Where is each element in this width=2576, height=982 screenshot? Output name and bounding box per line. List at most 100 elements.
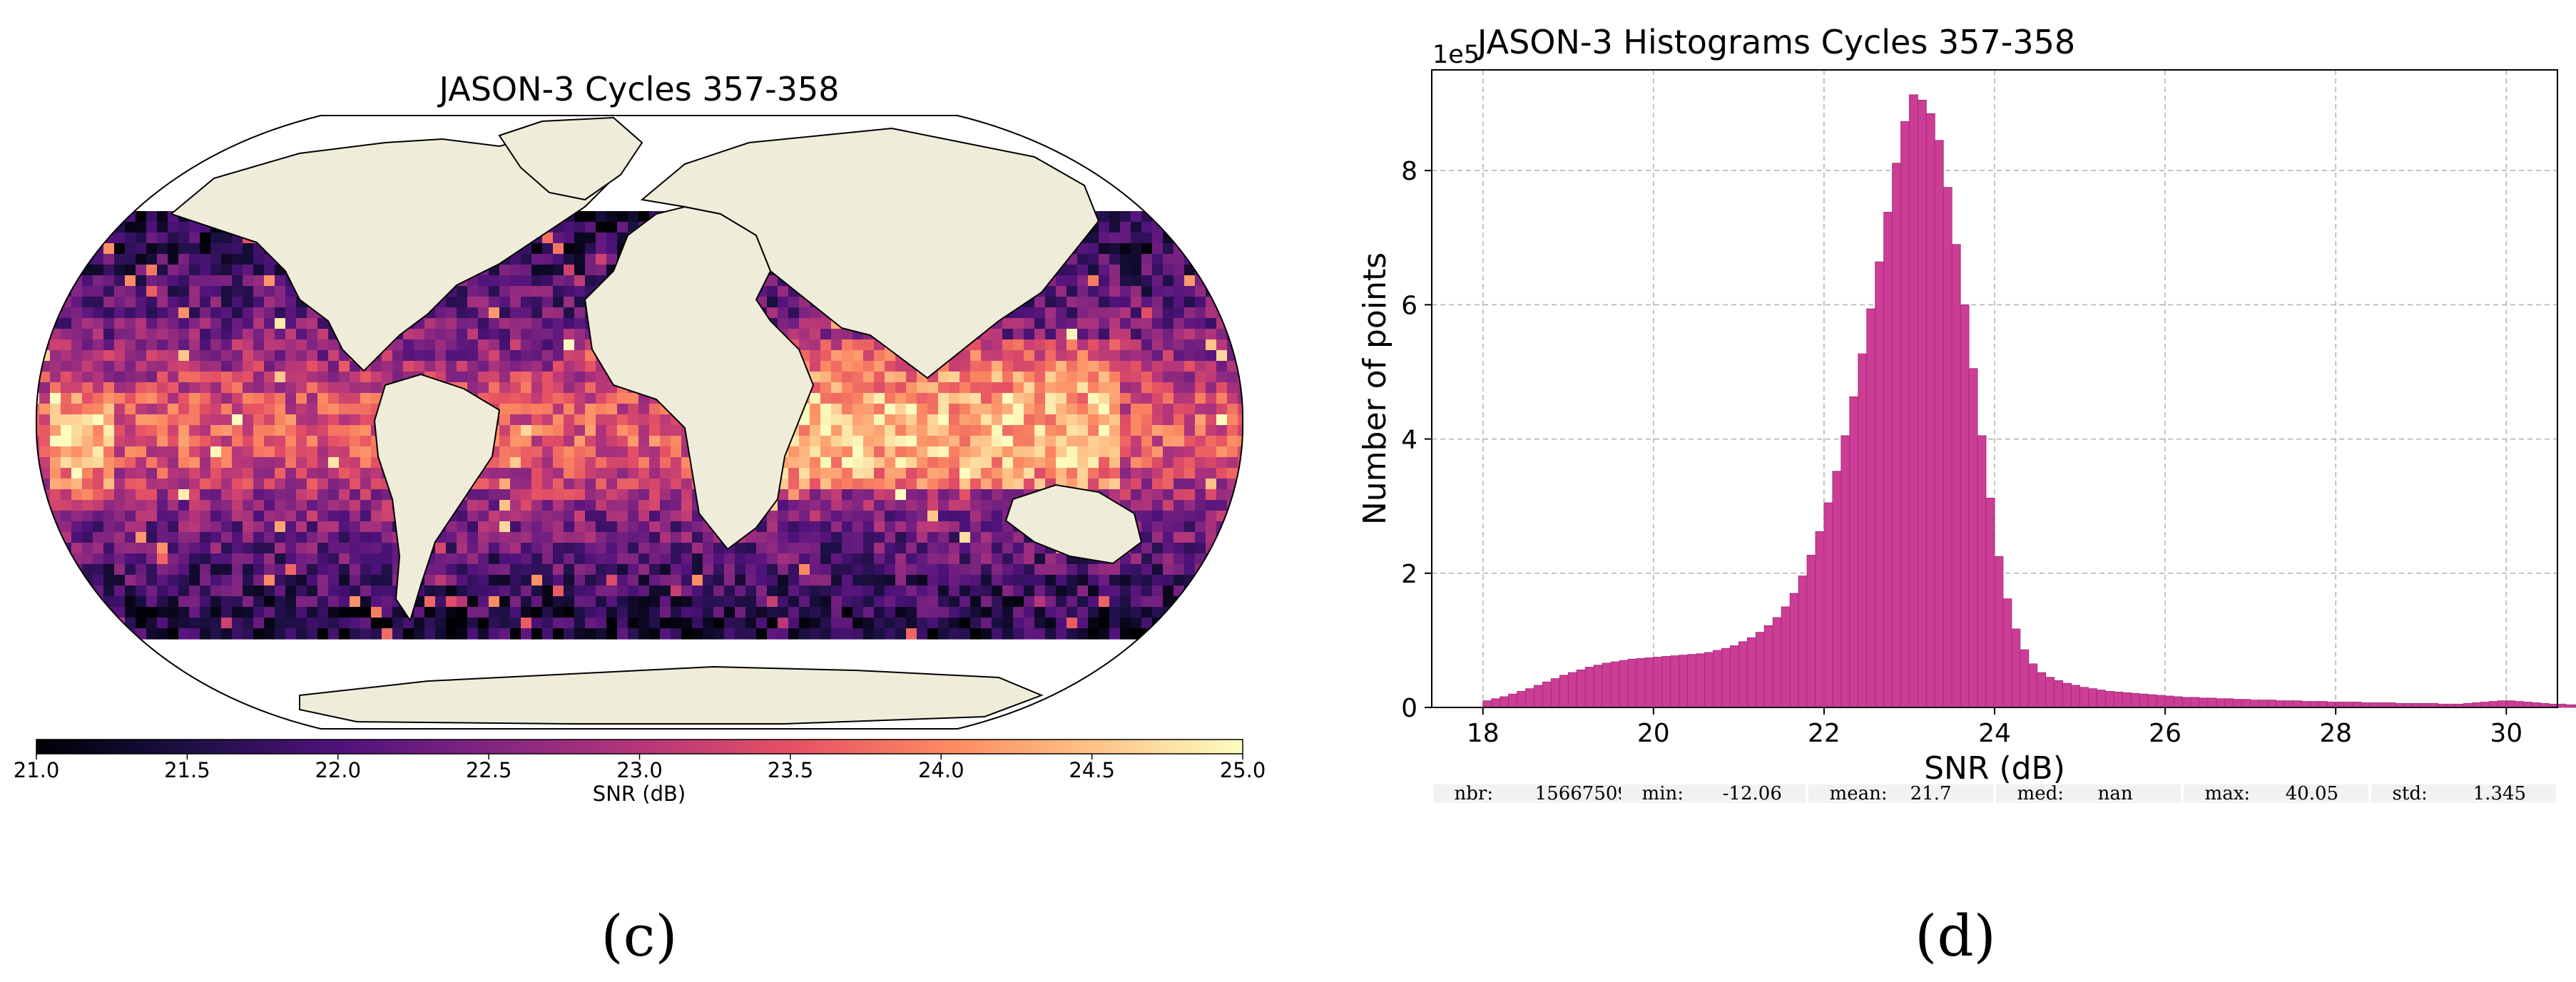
stat-label: std: [2393,783,2428,804]
histogram-bar [1951,244,1961,708]
stat-label: mean: [1830,783,1888,804]
histogram-bar [2097,690,2106,708]
histogram-bar [1883,212,1893,708]
histogram-bar [1619,660,1629,708]
histogram-bar [1934,140,1944,708]
histogram-bar [2164,695,2174,708]
histogram-bar [1500,696,1509,708]
x-tick-label: 28 [2319,719,2352,748]
histogram-bar [1746,637,1756,708]
histogram-bar [2335,702,2345,708]
histogram-bar [1687,654,1696,708]
histogram-bar [1610,661,1620,708]
colorbar [36,739,1243,755]
histogram-bar [2505,700,2515,708]
histogram-bar [1602,663,1612,708]
histogram-bar [1738,641,1748,708]
x-tick-label: 20 [1637,719,1670,748]
colorbar-ticks: 21.0 21.5 22.0 22.5 23.0 23.5 24.0 24.5 25.0 [14,754,1266,782]
colorbar-tick-label: 23.5 [768,758,814,782]
histogram-bar [2250,700,2259,708]
colorbar-tick-label: 22.5 [466,758,512,782]
histogram-bar [1841,435,1850,708]
histogram-bar [1644,657,1654,708]
histogram-bar [2216,698,2226,708]
histogram-bar [2293,700,2302,708]
histogram-bar [2326,702,2336,708]
stat-value: 15667509 [1535,783,1629,804]
histogram-bar [2497,700,2507,708]
histogram-bar [2199,697,2209,708]
histogram-bar [2190,697,2200,708]
stat-cell [1433,784,1618,803]
histogram-bar [1900,121,1910,708]
histogram-bar [2233,699,2243,708]
histogram-panel: JASON-3 Histograms Cycles 357-358 1e5 18… [1357,23,2576,969]
histogram-bar [2045,677,2055,708]
histogram-bar [2522,702,2532,708]
histogram-bar [1550,678,1560,708]
histogram-bar [2224,698,2234,708]
histogram-bar [1653,657,1663,708]
histogram-bar [2105,691,2114,708]
histogram-bar [2020,649,2030,708]
histogram-bar [1704,652,1714,708]
histogram-bar [2122,692,2132,708]
histogram-bar [1925,113,1935,708]
y-tick-label: 8 [1401,157,1417,186]
histogram-bar [2011,628,2021,708]
histogram-bar [1721,648,1731,708]
colorbar-tick-label: 23.0 [616,758,663,782]
histogram-bar [1491,698,1501,708]
histogram-title: JASON-3 Histograms Cycles 357-358 [1475,23,2075,61]
histogram-bar [1636,658,1646,708]
histogram-bar [2113,691,2123,708]
histogram-bar [2207,697,2217,708]
histogram-bar [1584,667,1594,708]
map-outline [35,115,1244,730]
histogram-bar [2276,700,2285,708]
histogram-bar [2002,598,2012,708]
y-axis-label: Number of points [1357,252,1393,525]
histogram-bar [1977,435,1987,708]
histogram-bar [2352,702,2362,708]
histogram-bar [2488,701,2498,708]
histogram-bar [1985,497,1995,708]
caption-d: (d) [1915,903,1996,969]
histogram-bar [1909,94,1918,708]
histogram-bar [2054,680,2064,708]
y-tick-label: 6 [1401,291,1417,320]
histogram-bar [1534,685,1543,708]
histogram-bar [2147,694,2157,708]
histogram-bar [1730,645,1739,708]
y-tick-label: 0 [1401,694,1417,723]
histogram-bar [2241,699,2251,708]
histogram-bar [1968,368,1978,708]
histogram-bar [1875,261,1884,708]
histogram-bar [2514,701,2524,708]
histogram-bar [2173,696,2183,708]
x-tick-label: 30 [2490,719,2522,748]
stat-cell [2371,784,2556,803]
colorbar-tick-label: 22.0 [315,758,361,782]
histogram-bar [2259,700,2268,708]
histogram-bar [1789,593,1799,708]
colorbar-tick-label: 24.5 [1069,758,1115,782]
asia-landmass [640,127,1100,379]
histogram-bars [1482,94,2576,708]
histogram-bar [1593,665,1603,708]
stat-cell [1621,784,1806,803]
histogram-bar [1482,700,1492,708]
map-panel: JASON-3 Cycles 357-358 21.0 21.5 22.0 22.5 2… [14,70,1266,969]
stat-cell [1996,784,2181,803]
stat-label: nbr: [1455,783,1494,804]
histogram-bar [1918,99,1927,708]
australia-landmass [1004,484,1143,565]
colorbar-tick-label: 21.5 [164,758,210,782]
histogram-bar [1823,502,1833,708]
y-tick-label: 4 [1401,426,1417,455]
histogram-bar [1892,163,1901,708]
stat-value: 21.7 [1910,783,1952,804]
stat-value: nan [2098,783,2133,804]
